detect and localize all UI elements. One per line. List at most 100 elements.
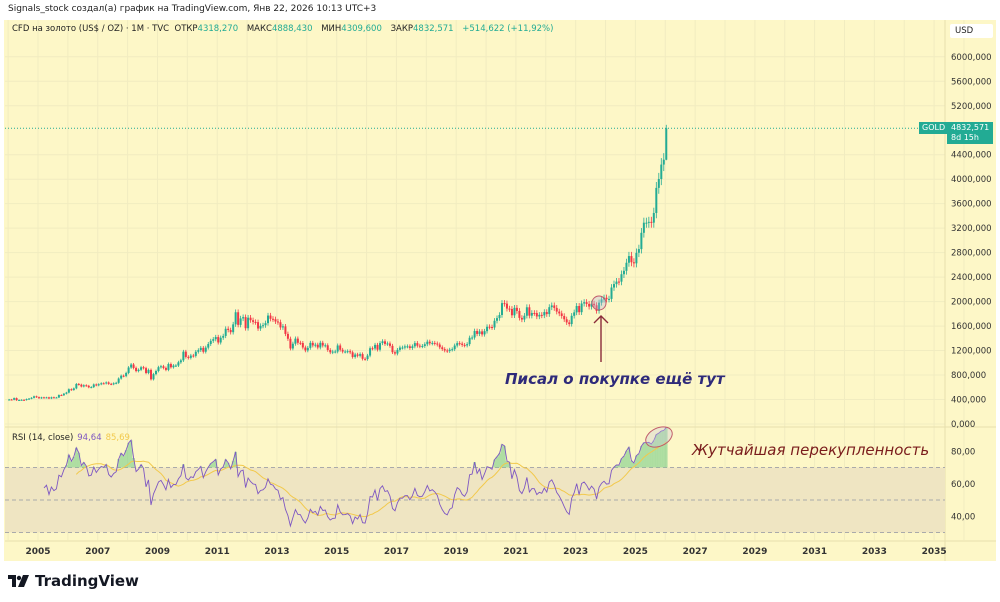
bar-countdown: 8d 15h — [951, 133, 979, 142]
candle-body — [95, 384, 98, 386]
candle-body — [125, 372, 128, 377]
candle-body — [545, 312, 548, 315]
candle-body — [428, 341, 431, 344]
buy-arrow-head — [593, 315, 609, 324]
candle-body — [92, 384, 95, 388]
candle-body — [30, 397, 33, 399]
candle-body — [142, 367, 145, 369]
candle-body — [18, 399, 21, 401]
candle-body — [321, 342, 324, 346]
candle-body — [413, 343, 416, 347]
candle-body — [453, 345, 456, 350]
candle-body — [662, 159, 665, 165]
candle-body — [239, 318, 242, 325]
tradingview-logo[interactable]: TradingView — [8, 572, 139, 590]
candle-body — [416, 343, 419, 346]
candle-body — [244, 317, 247, 329]
candle-body — [299, 342, 302, 344]
candle-body — [140, 367, 143, 370]
candle-body — [401, 347, 404, 349]
candle-body — [316, 344, 319, 348]
candle-body — [543, 312, 546, 316]
candle-body — [294, 338, 297, 344]
candle-body — [590, 303, 593, 307]
candle-body — [396, 349, 399, 354]
rsi-line — [43, 427, 667, 528]
rsi-label[interactable]: RSI (14, close) — [12, 433, 74, 443]
candle-body — [515, 307, 518, 311]
candle-body — [82, 385, 85, 387]
candle-body — [70, 389, 73, 391]
symbol-name[interactable]: CFD на золото (US$ / OZ) · 1M · TVC — [12, 24, 170, 34]
candle-body — [468, 337, 471, 345]
candle-body — [553, 305, 556, 308]
candle-body — [383, 341, 386, 344]
close-value: 4832,571 — [413, 24, 454, 34]
candle-body — [568, 322, 571, 325]
candle-body — [264, 323, 267, 326]
candle-body — [436, 343, 439, 345]
candle-body — [538, 314, 541, 317]
candle-body — [249, 317, 252, 321]
candle-body — [67, 389, 70, 393]
candle-body — [75, 383, 78, 389]
candle-body — [518, 310, 521, 318]
candle-body — [540, 314, 543, 316]
candle-body — [550, 305, 553, 308]
candle-body — [660, 164, 663, 180]
candle-body — [565, 319, 568, 323]
time-axis-label: 2027 — [683, 547, 708, 557]
candle-body — [314, 344, 317, 346]
candle-body — [115, 382, 118, 384]
candle-body — [132, 364, 135, 368]
time-axis-label: 2023 — [563, 547, 588, 557]
candle-body — [525, 307, 528, 316]
candle-body — [33, 396, 36, 398]
price-axis-label: 3600,000 — [951, 200, 992, 210]
candle-body — [291, 343, 294, 349]
candle-body — [528, 307, 531, 316]
time-axis-label: 2011 — [205, 547, 230, 557]
candle-body — [90, 387, 93, 389]
currency-button[interactable]: USD — [950, 24, 993, 38]
candle-body — [319, 342, 322, 348]
candle-body — [637, 249, 640, 253]
open-value: 4318,270 — [197, 24, 239, 34]
candle-body — [135, 367, 138, 372]
price-axis-label: 4400,000 — [951, 151, 992, 161]
price-axis-label: 5600,000 — [951, 77, 992, 87]
candle-body — [15, 398, 18, 401]
candle-body — [13, 398, 16, 400]
candle-body — [271, 318, 274, 320]
candle-body — [344, 351, 347, 353]
candle-body — [152, 374, 155, 380]
candle-body — [645, 222, 648, 224]
candle-body — [324, 345, 327, 347]
candle-body — [426, 341, 429, 345]
time-axis-label: 2025 — [623, 547, 648, 557]
candle-body — [145, 368, 148, 374]
candle-body — [630, 256, 633, 263]
candle-body — [45, 397, 48, 399]
candle-body — [530, 312, 533, 316]
candle-body — [77, 383, 80, 385]
rsi-axis-label: 80,00 — [951, 447, 975, 457]
candle-body — [8, 399, 11, 401]
candle-body — [159, 366, 162, 368]
candle-body — [28, 398, 31, 400]
candle-body — [376, 344, 379, 350]
candle-body — [174, 365, 177, 367]
candle-body — [605, 297, 608, 300]
price-axis-label: 4000,000 — [951, 175, 992, 185]
candle-body — [80, 384, 83, 387]
candle-body — [189, 355, 192, 358]
candle-body — [655, 187, 658, 213]
candle-body — [491, 326, 494, 328]
candle-body — [217, 337, 220, 343]
candle-body — [498, 315, 501, 319]
candle-body — [57, 395, 60, 398]
price-axis-label: 1600,000 — [951, 322, 992, 332]
candle-body — [560, 313, 563, 316]
candle-body — [164, 367, 167, 370]
